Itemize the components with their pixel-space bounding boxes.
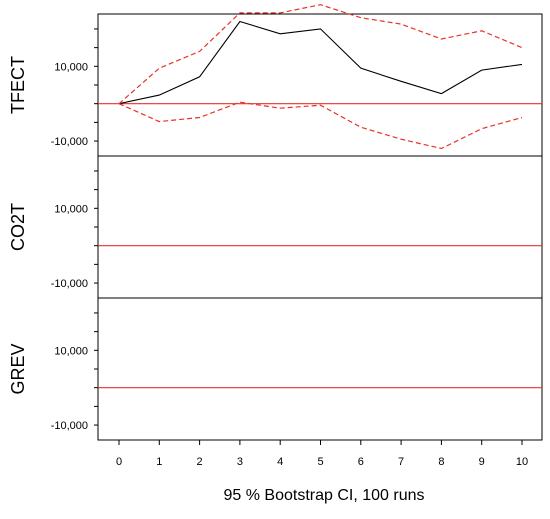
x-tick-label: 10 bbox=[516, 456, 528, 468]
x-tick-label: 5 bbox=[317, 456, 323, 468]
y-tick-label: -10,000 bbox=[51, 278, 88, 290]
x-tick-label: 4 bbox=[277, 456, 283, 468]
series-line-ci-lower bbox=[118, 101, 523, 150]
panel-label: TFECT bbox=[8, 56, 28, 114]
x-axis: 0 1 2 3 4 5 6 7 8 9 10 bbox=[116, 440, 528, 468]
x-tick-label: 7 bbox=[398, 456, 404, 468]
panel-frame bbox=[97, 155, 543, 299]
y-tick-label: 10,000 bbox=[54, 61, 88, 73]
panel-label: CO2T bbox=[8, 203, 28, 251]
series-line-response bbox=[118, 20, 523, 105]
x-tick-label: 0 bbox=[116, 456, 122, 468]
y-tick-label: -10,000 bbox=[51, 420, 88, 432]
panels-group: 10,000-10,000TFECT10,000-10,000CO2T10,00… bbox=[8, 4, 543, 441]
y-tick-label: 10,000 bbox=[54, 345, 88, 357]
y-tick-label: 10,000 bbox=[54, 203, 88, 215]
x-tick-label: 1 bbox=[156, 456, 162, 468]
panel-label: GREV bbox=[8, 343, 28, 394]
x-tick-label: 2 bbox=[197, 456, 203, 468]
x-tick-label: 6 bbox=[358, 456, 364, 468]
panel-grev: 10,000 -10,000 GREV bbox=[8, 297, 543, 441]
panel-tfect: 10,000 -10,000 TFECT bbox=[8, 4, 543, 157]
x-tick-label: 3 bbox=[237, 456, 243, 468]
panel-co2t: 10,000 -10,000 CO2T bbox=[8, 155, 543, 299]
x-tick-label: 8 bbox=[438, 456, 444, 468]
x-axis-caption: 95 % Bootstrap CI, 100 runs bbox=[224, 487, 425, 504]
y-tick-label: -10,000 bbox=[51, 136, 88, 148]
panel-frame bbox=[97, 297, 543, 441]
series-line-ci-upper bbox=[118, 4, 523, 105]
panel-frame bbox=[97, 13, 543, 157]
x-tick-label: 9 bbox=[479, 456, 485, 468]
